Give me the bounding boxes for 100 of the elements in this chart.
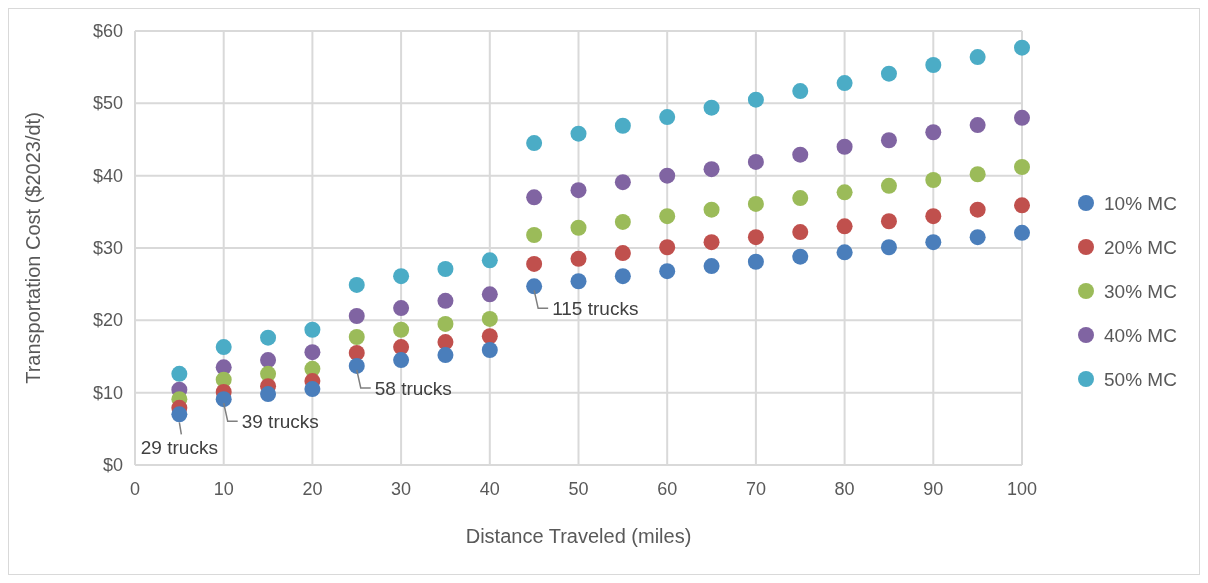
point <box>481 252 498 269</box>
point <box>304 381 321 398</box>
y-tick-label: $40 <box>92 165 123 186</box>
y-tick-label: $0 <box>102 455 123 475</box>
point <box>703 99 720 116</box>
point <box>393 339 410 356</box>
point <box>437 347 454 364</box>
point <box>703 201 720 218</box>
x-axis-title: Distance Traveled (miles) <box>465 525 692 547</box>
point <box>570 250 587 267</box>
point <box>659 109 676 126</box>
point <box>792 224 809 241</box>
point <box>348 357 365 374</box>
point <box>481 310 498 327</box>
point <box>792 190 809 207</box>
point <box>1014 39 1030 56</box>
point <box>836 138 853 155</box>
point <box>703 258 720 275</box>
point <box>969 117 986 134</box>
point <box>171 365 188 382</box>
y-tick-label: $60 <box>92 21 123 41</box>
point <box>969 229 986 246</box>
point <box>393 300 410 317</box>
point <box>836 244 853 261</box>
legend-label: 20% MC <box>1104 237 1177 258</box>
point <box>659 239 676 256</box>
x-tick-label: 20 <box>302 479 323 499</box>
point <box>925 124 942 141</box>
point <box>570 273 587 290</box>
point <box>659 263 676 280</box>
point <box>526 135 543 152</box>
point <box>393 321 410 338</box>
point <box>481 341 498 358</box>
annotation: 29 trucks <box>140 437 218 459</box>
x-tick-label: 10 <box>213 479 234 499</box>
point <box>1014 109 1030 126</box>
point <box>880 213 897 230</box>
point <box>969 49 986 66</box>
x-tick-label: 70 <box>745 479 766 499</box>
point <box>260 329 277 346</box>
point <box>659 208 676 225</box>
x-tick-label: 30 <box>391 479 412 499</box>
y-tick-label: $30 <box>92 238 123 258</box>
point <box>880 177 897 194</box>
point <box>925 234 942 251</box>
point <box>215 339 232 356</box>
x-tick-label: 40 <box>479 479 500 499</box>
point <box>747 253 764 270</box>
point <box>348 307 365 324</box>
y-tick-label: $10 <box>92 382 123 403</box>
point <box>792 83 809 100</box>
point <box>614 268 631 285</box>
point <box>836 218 853 235</box>
point <box>792 146 809 163</box>
x-tick-label: 60 <box>657 479 678 499</box>
point <box>792 248 809 265</box>
point <box>526 189 543 206</box>
point <box>614 117 631 134</box>
point <box>526 278 543 295</box>
point <box>348 328 365 345</box>
point <box>1014 224 1030 241</box>
point <box>747 153 764 170</box>
annotation: 115 trucks <box>552 298 639 320</box>
point <box>880 132 897 149</box>
point <box>925 57 942 73</box>
point <box>570 182 587 199</box>
legend-label: 30% MC <box>1104 281 1177 302</box>
point <box>171 406 188 423</box>
point <box>836 75 853 92</box>
y-axis-title: Transportation Cost ($2023/dt) <box>22 112 44 384</box>
y-tick-label: $20 <box>92 310 123 331</box>
point <box>393 268 410 285</box>
point <box>969 166 986 183</box>
point <box>880 65 897 82</box>
point <box>1014 197 1030 214</box>
point <box>747 195 764 212</box>
annotation: 39 trucks <box>241 411 319 433</box>
point <box>570 125 587 142</box>
point <box>260 386 277 403</box>
point <box>836 184 853 201</box>
point <box>437 315 454 332</box>
point <box>659 167 676 184</box>
legend-label: 10% MC <box>1104 193 1177 214</box>
x-tick-label: 50 <box>568 479 589 499</box>
point <box>481 328 498 345</box>
legend-label: 50% MC <box>1104 369 1177 390</box>
point <box>393 352 410 369</box>
annotation: 58 trucks <box>374 377 452 399</box>
point <box>304 344 321 361</box>
legend-label: 40% MC <box>1104 325 1177 346</box>
x-tick-label: 80 <box>834 479 855 499</box>
point <box>925 208 942 225</box>
x-tick-label: 0 <box>129 479 141 499</box>
point <box>703 234 720 251</box>
point <box>437 260 454 277</box>
point <box>880 239 897 256</box>
point <box>614 174 631 191</box>
point <box>614 213 631 230</box>
point <box>526 226 543 243</box>
point <box>526 255 543 272</box>
